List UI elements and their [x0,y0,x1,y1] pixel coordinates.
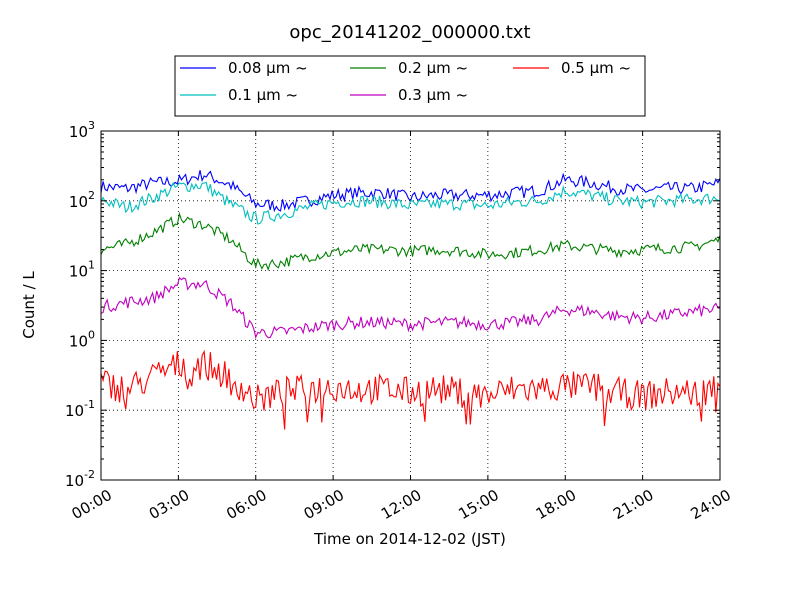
y-tick-label: 103 [69,119,95,141]
legend-box [174,55,646,117]
legend-entry-label: 0.08 μm ~ [228,59,308,77]
x-tick-label: 21:00 [610,486,656,523]
x-tick-label: 00:00 [69,486,115,523]
legend: 0.08 μm ~ 0.1 μm ~ 0.2 μm ~ 0.3 μm ~ 0.5 μm … [174,55,646,117]
x-tick-label: 09:00 [301,486,347,523]
y-tick-label: 10-2 [65,468,95,490]
y-tick-exponent: -1 [84,398,95,411]
x-tick-label: 24:00 [688,486,734,523]
y-tick-exponent: -2 [84,468,95,481]
series-line-4 [100,349,721,430]
x-tick-label: 03:00 [146,486,192,523]
x-tick-label: 06:00 [223,486,269,523]
series-line-3 [100,276,721,340]
legend-entry-label: 0.1 μm ~ [228,86,298,104]
ticks [100,130,721,481]
y-tick-base: 10 [65,402,84,420]
series-layer [100,170,721,430]
y-tick-base: 10 [69,332,88,350]
x-axis-title: Time on 2014-12-02 (JST) [313,530,506,548]
series-line-2 [100,211,721,271]
y-tick-exponent: 2 [88,189,95,202]
y-tick-base: 10 [65,472,84,490]
x-tick-label: 18:00 [533,486,579,523]
legend-entry-label: 0.3 μm ~ [398,86,468,104]
y-axis-title: Count / L [20,271,38,339]
y-tick-label: 102 [69,189,95,211]
y-tick-exponent: 3 [88,119,95,132]
series-line-0 [100,170,721,213]
series-line-1 [100,181,721,225]
y-tick-label: 101 [69,259,95,281]
y-tick-base: 10 [69,263,88,281]
y-tick-label: 100 [69,328,95,350]
x-tick-label: 12:00 [378,486,424,523]
legend-entry-label: 0.5 μm ~ [561,59,631,77]
y-tick-exponent: 1 [88,259,95,272]
x-tick-labels: 00:00 03:00 06:00 09:00 12:00 15:00 18:00 21:00… [69,486,734,523]
x-tick-label: 15:00 [455,486,501,523]
y-tick-base: 10 [69,123,88,141]
chart-title: opc_20141202_000000.txt [289,22,530,43]
y-tick-label: 10-1 [65,398,95,420]
y-tick-base: 10 [69,193,88,211]
legend-entry-label: 0.2 μm ~ [398,59,468,77]
y-tick-exponent: 0 [88,328,95,341]
